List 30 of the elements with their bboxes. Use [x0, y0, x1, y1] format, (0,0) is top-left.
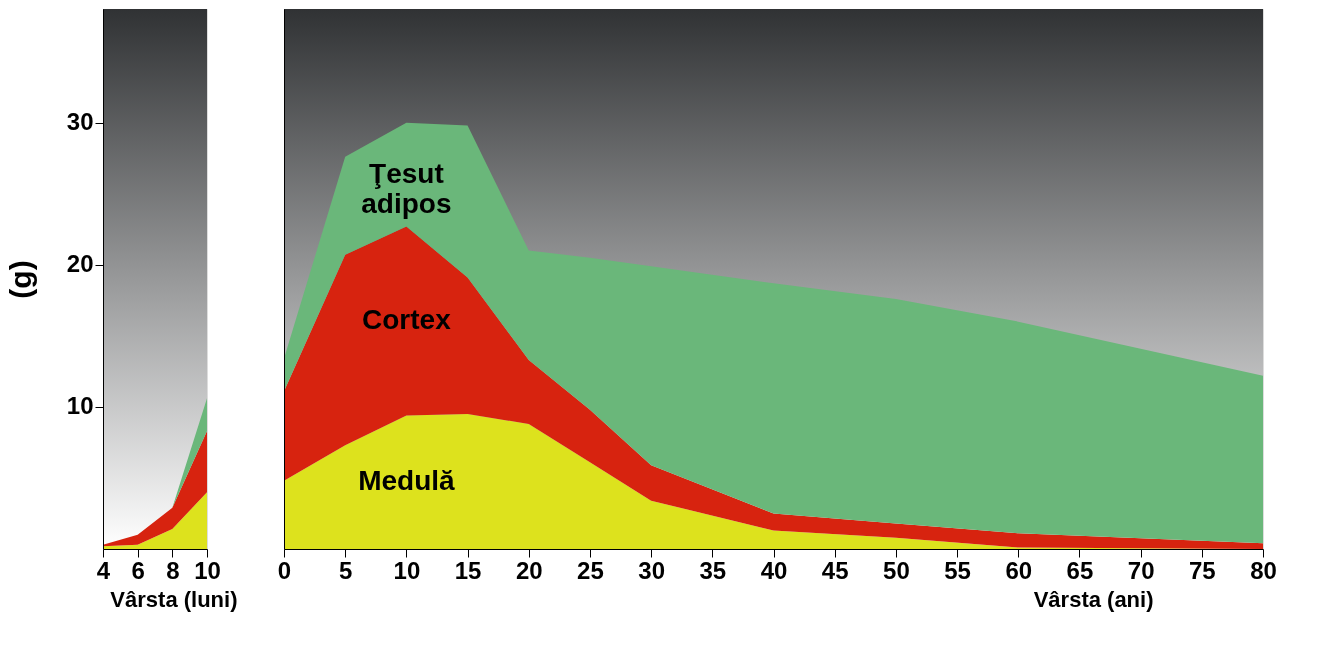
x-tick-label: 75: [1188, 556, 1216, 584]
x-tick-label: 25: [577, 556, 604, 584]
series-label: Medulă: [358, 465, 456, 497]
x-tick-label: 45: [821, 556, 849, 584]
y-tick-label: 10: [66, 392, 94, 420]
x-tick-label: 15: [454, 556, 482, 584]
x-tick-label: 4: [96, 556, 111, 584]
series-label: Ţesut adipos: [361, 157, 452, 219]
x-tick-label: 10: [194, 556, 221, 584]
y-tick-label: 20: [66, 250, 94, 278]
y-tick-label: 30: [66, 108, 94, 136]
x-tick-label: 50: [883, 556, 910, 584]
x-axis-title: Vârsta (luni): [110, 586, 238, 612]
x-tick-label: 10: [393, 556, 421, 584]
x-tick-label: 0: [277, 556, 292, 584]
x-tick-label: 6: [131, 556, 145, 584]
x-tick-label: 70: [1127, 556, 1155, 584]
x-tick-label: 80: [1250, 556, 1277, 584]
x-tick-label: 30: [638, 556, 665, 584]
x-tick-label: 65: [1066, 556, 1094, 584]
x-tick-label: 55: [944, 556, 971, 584]
x-tick-label: 20: [515, 556, 543, 584]
x-tick-label: 40: [760, 556, 788, 584]
x-tick-label: 8: [166, 556, 180, 584]
x-tick-label: 60: [1005, 556, 1033, 584]
series-label: Cortex: [362, 303, 452, 335]
y-axis-title: (g): [3, 260, 37, 299]
x-tick-label: 35: [699, 556, 727, 584]
x-tick-label: 5: [339, 556, 353, 584]
x-axis-title: Vârsta (ani): [1033, 586, 1154, 612]
